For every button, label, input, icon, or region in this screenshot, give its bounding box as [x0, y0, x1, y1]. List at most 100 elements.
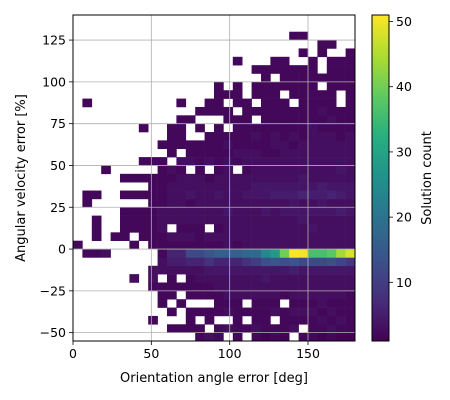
heatmap-cell	[157, 265, 168, 275]
heatmap-cell	[214, 274, 224, 283]
heatmap-cell	[298, 307, 309, 317]
heatmap-cell	[138, 215, 149, 225]
heatmap-cell	[148, 223, 158, 233]
heatmap-cell	[345, 157, 355, 166]
heatmap-cell	[214, 240, 224, 250]
heatmap-cell	[185, 290, 196, 300]
heatmap-cell	[345, 232, 355, 241]
heatmap-cell	[308, 282, 318, 292]
heatmap-cell	[214, 282, 224, 292]
heatmap-cell	[167, 274, 177, 283]
heatmap-cell	[326, 157, 337, 166]
heatmap-cell	[270, 240, 281, 250]
heatmap-cell	[270, 81, 281, 91]
heatmap-cell	[157, 173, 168, 183]
colorbar-ticks: 10 20 30 40 50	[389, 14, 412, 290]
heatmap-cell	[345, 282, 355, 292]
heatmap-cell	[167, 257, 177, 267]
heatmap-cell	[345, 182, 355, 191]
heatmap-cell	[336, 207, 346, 216]
heatmap-cell	[223, 257, 234, 267]
heatmap-cell	[185, 215, 196, 225]
heatmap-cell	[317, 106, 328, 116]
colorbar-tick-label: 30	[396, 144, 412, 159]
heatmap-cell	[195, 332, 205, 341]
heatmap-cell	[298, 140, 309, 150]
heatmap-cell	[214, 173, 224, 183]
heatmap-cell	[317, 90, 328, 99]
heatmap-cell	[289, 215, 299, 225]
heatmap-cell	[232, 182, 243, 191]
heatmap-cell	[204, 265, 215, 275]
heatmap-cell	[185, 148, 196, 158]
heatmap-cell	[308, 274, 318, 283]
heatmap-cell	[251, 190, 262, 200]
heatmap-cell	[289, 90, 299, 99]
heatmap-cell	[261, 90, 271, 99]
heatmap-cell	[242, 232, 252, 241]
heatmap-cell	[214, 223, 224, 233]
heatmap-cell	[345, 132, 355, 141]
heatmap-cell	[308, 249, 318, 258]
heatmap-cell	[308, 198, 318, 208]
heatmap-cell	[261, 265, 271, 275]
heatmap-cell	[242, 157, 252, 166]
heatmap-cell	[251, 290, 262, 300]
heatmap-cell	[326, 274, 337, 283]
heatmap-cell	[148, 282, 158, 292]
heatmap-cell	[82, 190, 93, 200]
heatmap-cell	[223, 232, 234, 241]
heatmap-cell	[336, 140, 346, 150]
heatmap-cell	[279, 240, 290, 250]
heatmap-cell	[176, 207, 187, 216]
heatmap-cell	[242, 140, 252, 150]
heatmap-cell	[129, 215, 140, 225]
heatmap-cell	[270, 265, 281, 275]
heatmap-cell	[176, 165, 187, 175]
heatmap-cell	[242, 148, 252, 158]
heatmap-cell	[298, 257, 309, 267]
heatmap-cell	[289, 274, 299, 283]
heatmap-cell	[204, 315, 215, 325]
heatmap-cell	[270, 56, 281, 66]
heatmap-cell	[223, 198, 234, 208]
heatmap-cell	[195, 215, 205, 225]
heatmap-cell	[223, 173, 234, 183]
heatmap-cell	[279, 257, 290, 267]
heatmap-cell	[251, 265, 262, 275]
heatmap-cell	[242, 324, 252, 333]
heatmap-cell	[232, 282, 243, 292]
heatmap-cell	[129, 173, 140, 183]
heatmap-cell	[279, 106, 290, 116]
heatmap-cell	[279, 73, 290, 83]
heatmap-cell	[270, 132, 281, 141]
heatmap-cell	[251, 173, 262, 183]
heatmap-cell	[185, 190, 196, 200]
heatmap-cell	[308, 173, 318, 183]
heatmap-cell	[157, 140, 168, 150]
heatmap-cell	[261, 148, 271, 158]
heatmap-cell	[251, 81, 262, 91]
heatmap-cell	[185, 157, 196, 166]
heatmap-cell	[289, 223, 299, 233]
heatmap-cell	[289, 315, 299, 325]
heatmap-cell	[289, 265, 299, 275]
heatmap-cell	[223, 299, 234, 308]
heatmap-cell	[148, 157, 158, 166]
heatmap-cell	[308, 324, 318, 333]
heatmap-cell	[167, 148, 177, 158]
heatmap-cell	[345, 215, 355, 225]
heatmap-cell	[157, 207, 168, 216]
heatmap-cell	[214, 140, 224, 150]
heatmap-cell	[261, 332, 271, 341]
heatmap-cell	[326, 198, 337, 208]
heatmap-cell	[279, 315, 290, 325]
heatmap-cell	[232, 215, 243, 225]
heatmap-cell	[204, 215, 215, 225]
heatmap-cell	[242, 132, 252, 141]
heatmap-cell	[185, 249, 196, 258]
heatmap-cell	[185, 207, 196, 216]
heatmap-cell	[308, 65, 318, 74]
heatmap-cell	[214, 299, 224, 308]
heatmap-cell	[242, 198, 252, 208]
